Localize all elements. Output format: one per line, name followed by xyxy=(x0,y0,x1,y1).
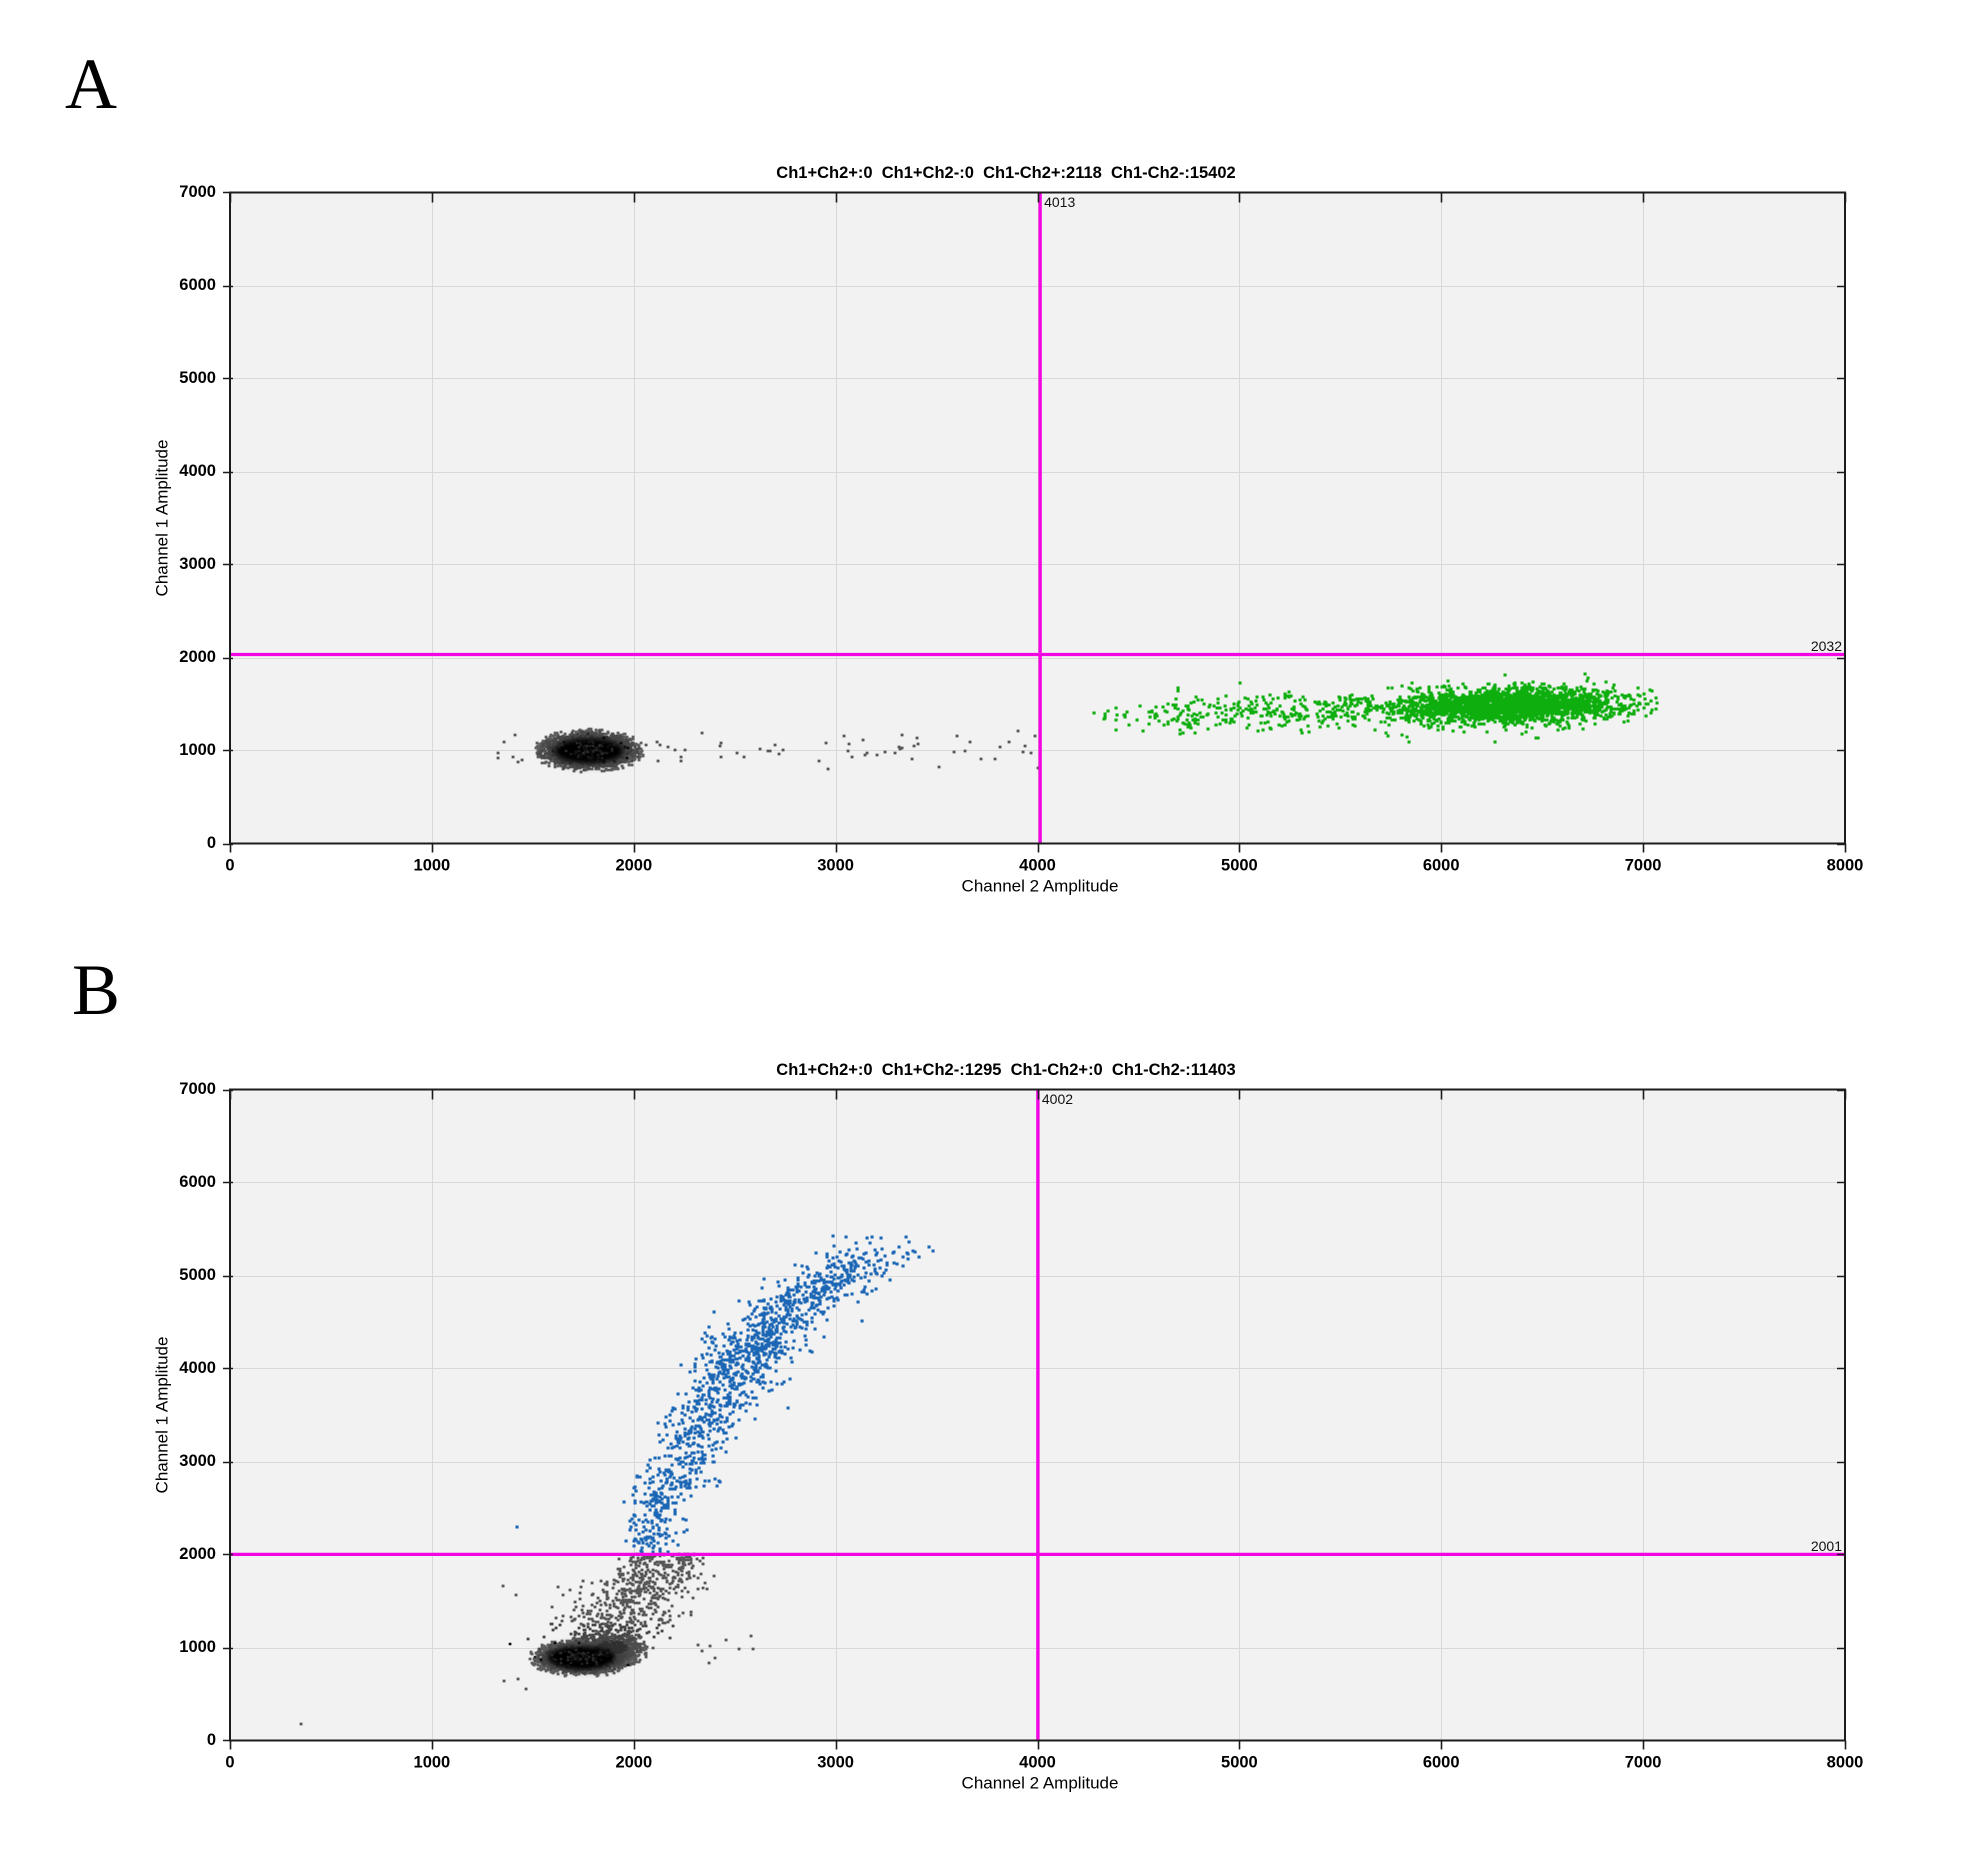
svg-text:6000: 6000 xyxy=(179,276,216,294)
svg-text:6000: 6000 xyxy=(179,1173,216,1191)
svg-text:0: 0 xyxy=(207,1731,216,1749)
svg-text:Channel 1 Amplitude: Channel 1 Amplitude xyxy=(153,440,172,597)
svg-text:7000: 7000 xyxy=(1625,1754,1662,1772)
svg-text:Ch1+Ch2+:0 Ch1+Ch2-:0 Ch1-Ch: Ch1+Ch2+:0 Ch1+Ch2-:0 Ch1-Ch2+:2118 Ch1-… xyxy=(776,164,1235,182)
svg-text:5000: 5000 xyxy=(179,1266,216,1284)
svg-text:2001: 2001 xyxy=(1811,1538,1842,1554)
svg-text:4000: 4000 xyxy=(179,1359,216,1377)
svg-text:7000: 7000 xyxy=(179,1080,216,1098)
svg-text:7000: 7000 xyxy=(1625,857,1662,875)
svg-text:4000: 4000 xyxy=(1019,1754,1056,1772)
svg-text:3000: 3000 xyxy=(817,857,854,875)
svg-text:1000: 1000 xyxy=(179,741,216,759)
svg-text:3000: 3000 xyxy=(179,1452,216,1470)
svg-text:Channel 1 Amplitude: Channel 1 Amplitude xyxy=(153,1337,172,1494)
svg-text:0: 0 xyxy=(225,857,234,875)
svg-text:1000: 1000 xyxy=(414,857,451,875)
svg-text:Ch1+Ch2+:0 Ch1+Ch2-:1295 Ch1: Ch1+Ch2+:0 Ch1+Ch2-:1295 Ch1-Ch2+:0 Ch1-… xyxy=(776,1061,1235,1079)
svg-text:A: A xyxy=(65,44,117,124)
svg-text:Channel 2 Amplitude: Channel 2 Amplitude xyxy=(962,1774,1119,1793)
svg-text:0: 0 xyxy=(207,834,216,852)
svg-text:6000: 6000 xyxy=(1423,857,1460,875)
svg-text:2000: 2000 xyxy=(179,1545,216,1563)
svg-text:2000: 2000 xyxy=(615,857,652,875)
svg-text:0: 0 xyxy=(225,1754,234,1772)
svg-text:1000: 1000 xyxy=(179,1638,216,1656)
svg-text:2000: 2000 xyxy=(615,1754,652,1772)
svg-text:3000: 3000 xyxy=(179,555,216,573)
svg-text:5000: 5000 xyxy=(1221,1754,1258,1772)
svg-text:2000: 2000 xyxy=(179,648,216,666)
svg-text:5000: 5000 xyxy=(179,369,216,387)
svg-text:4013: 4013 xyxy=(1044,194,1075,210)
svg-text:7000: 7000 xyxy=(179,183,216,201)
svg-text:8000: 8000 xyxy=(1827,1754,1864,1772)
svg-text:8000: 8000 xyxy=(1827,857,1864,875)
svg-text:4000: 4000 xyxy=(1019,857,1056,875)
svg-text:2032: 2032 xyxy=(1811,638,1842,654)
svg-text:4000: 4000 xyxy=(179,462,216,480)
svg-text:B: B xyxy=(72,950,120,1030)
svg-text:5000: 5000 xyxy=(1221,857,1258,875)
svg-text:Channel 2 Amplitude: Channel 2 Amplitude xyxy=(962,877,1119,896)
svg-text:4002: 4002 xyxy=(1042,1091,1073,1107)
svg-text:3000: 3000 xyxy=(817,1754,854,1772)
svg-text:1000: 1000 xyxy=(414,1754,451,1772)
svg-text:6000: 6000 xyxy=(1423,1754,1460,1772)
